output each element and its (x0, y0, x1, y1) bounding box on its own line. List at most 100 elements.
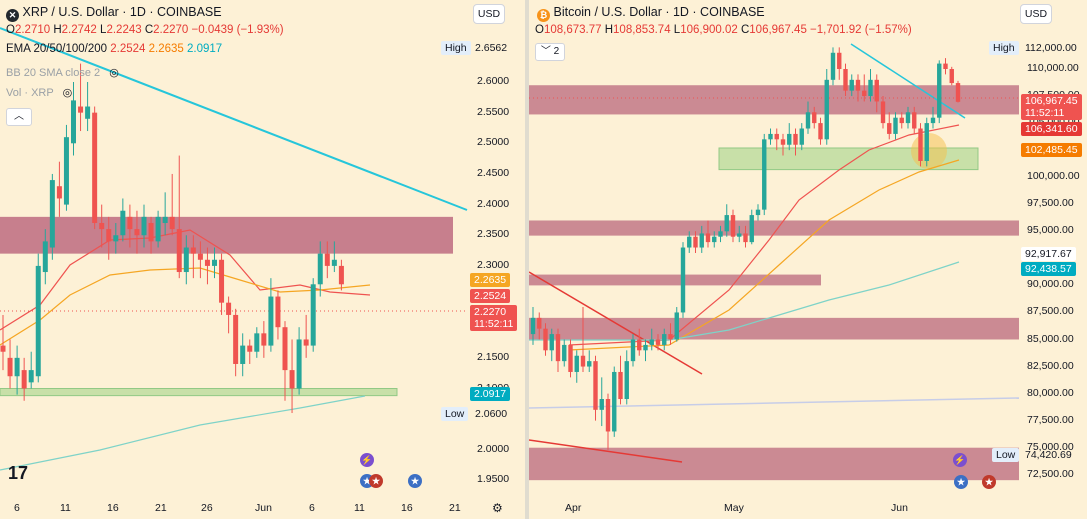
btc-change-value: −1,701.92 (−1.57%) (810, 24, 912, 36)
candle-body (724, 215, 729, 232)
candle-body (63, 137, 69, 205)
us-flag-icon[interactable]: ★ (408, 474, 422, 488)
xrp-high-value: 2.2742 (61, 24, 97, 36)
high-label: High (441, 41, 471, 55)
candle-body (949, 69, 954, 84)
candle-body (643, 344, 648, 351)
us-flag-icon[interactable]: ★ (982, 475, 996, 489)
support-price-tag: 106,341.60 (1021, 122, 1082, 136)
price-tick-label: 72,500.00 (1027, 467, 1074, 480)
candle-body (282, 327, 288, 371)
xrp-ema-legend[interactable]: EMA 20/50/100/200 2.2524 2.2635 2.0917 (6, 43, 222, 55)
candle-body (14, 357, 20, 377)
candle-body (705, 233, 711, 243)
xrp-chart-panel[interactable]: ✕ XRP / U.S. Dollar · 1D · COINBASE O2.2… (0, 0, 525, 519)
candle-body (793, 133, 798, 145)
candle-body (275, 296, 281, 328)
xrp-symbol-title: ✕ XRP / U.S. Dollar · 1D · COINBASE (6, 5, 222, 22)
candle-body (289, 370, 295, 389)
us-flag-icon[interactable]: ★ (369, 474, 383, 488)
ema100-price-tag: 92,917.67 (1021, 247, 1076, 261)
candle-body (868, 79, 873, 97)
price-tick-label: 90,000.00 (1027, 278, 1074, 291)
candle-body (49, 180, 55, 248)
time-tick-label: Jun (891, 502, 908, 514)
candle-body (78, 106, 84, 113)
candle-body (148, 222, 154, 242)
currency-button[interactable]: USD (473, 4, 505, 24)
candle-body (338, 265, 344, 285)
bb-indicator-legend[interactable]: BB 20 SMA close 2 ◎ (6, 67, 119, 79)
time-tick-label: Apr (565, 502, 582, 514)
candle-body (574, 355, 579, 372)
candle-body (141, 216, 147, 236)
event-icon[interactable]: ⚡ (360, 453, 374, 467)
candle-body (28, 370, 34, 383)
candle-body (268, 296, 274, 346)
xrp-chart-canvas[interactable] (0, 0, 525, 519)
vol-indicator-legend[interactable]: Vol · XRP ◎ (6, 87, 73, 99)
candle-body (226, 302, 232, 315)
ema20-price-tag: 2.2524 (470, 289, 511, 303)
candle-body (668, 334, 673, 340)
candle-body (317, 253, 323, 285)
btc-chart-panel[interactable]: ₿ Bitcoin / U.S. Dollar · 1D · COINBASE … (529, 0, 1087, 519)
us-flag-icon[interactable]: ★ (954, 475, 968, 489)
resistance-zone (529, 447, 1019, 481)
candle-body (99, 222, 105, 230)
candle-body (331, 259, 337, 266)
candle-body (42, 241, 48, 273)
btc-ohlc-line: O108,673.77 H108,853.74 L106,900.02 C106… (535, 24, 912, 36)
candle-body (543, 328, 548, 351)
candle-body (955, 83, 961, 102)
btc-high-value: 108,853.74 (613, 24, 671, 36)
candle-body (35, 265, 41, 377)
xrp-open-value: 2.2710 (14, 24, 51, 36)
ema50-value: 2.2635 (148, 43, 184, 55)
candle-body (197, 253, 203, 260)
bitcoin-coin-icon: ₿ (537, 9, 550, 22)
time-tick-label: 21 (449, 502, 461, 514)
candle-body (937, 63, 942, 118)
price-tick-label: 82,500.00 (1027, 359, 1074, 372)
candle-body (530, 317, 536, 335)
panel-divider[interactable] (525, 0, 529, 519)
low-value: 74,420.69 (1025, 449, 1072, 461)
trendline (529, 439, 683, 463)
candle-body (787, 133, 792, 145)
currency-button[interactable]: USD (1020, 4, 1052, 24)
chevron-down-icon: ﹀ (540, 46, 551, 57)
price-tick-label: 2.0000 (477, 442, 510, 455)
candle-body (169, 216, 175, 230)
expand-indicators-button[interactable]: ﹀ 2 (535, 43, 565, 61)
candle-body (580, 355, 586, 367)
candle-body (212, 259, 217, 266)
tradingview-logo[interactable]: 17 (8, 463, 29, 483)
settings-gear-icon[interactable]: ⚙ (492, 501, 503, 515)
eye-hidden-icon[interactable]: ◎ (109, 67, 119, 79)
candle-body (155, 216, 161, 242)
candle-body (21, 370, 27, 389)
candle-body (7, 357, 13, 377)
candle-body (254, 333, 260, 352)
ema-line (529, 397, 1020, 409)
candle-body (599, 399, 604, 410)
candle-body (587, 361, 592, 367)
btc-chart-canvas[interactable] (529, 0, 1087, 519)
candle-body (555, 334, 561, 362)
candle-body (718, 231, 723, 237)
time-tick-label: 11 (354, 502, 365, 514)
btc-symbol-title: ₿ Bitcoin / U.S. Dollar · 1D · COINBASE (537, 5, 765, 22)
event-icon[interactable]: ⚡ (953, 453, 967, 467)
candle-body (261, 333, 267, 346)
price-tick-label: 2.1500 (477, 350, 510, 363)
candle-body (749, 215, 754, 243)
candle-body (233, 314, 239, 364)
candle-body (303, 339, 309, 346)
candle-body (905, 112, 911, 124)
collapse-legend-button[interactable]: ︿ (6, 108, 32, 126)
eye-hidden-icon[interactable]: ◎ (62, 87, 73, 99)
candle-body (630, 339, 636, 362)
candle-body (624, 361, 629, 400)
candle-body (687, 236, 692, 248)
